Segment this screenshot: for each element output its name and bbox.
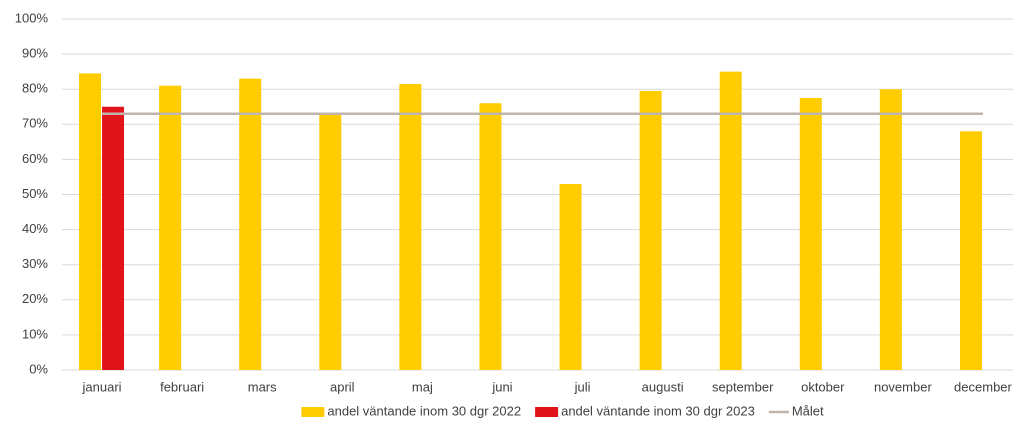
bar [159,85,182,370]
bar [559,183,582,370]
x-tick-label: juli [574,379,591,394]
x-tick-label: februari [160,379,204,394]
y-tick-label: 100% [15,10,49,25]
x-tick-label: september [712,379,774,394]
legend-label: andel väntande inom 30 dgr 2023 [561,403,755,418]
y-tick-label: 20% [22,291,48,306]
y-tick-label: 60% [22,151,48,166]
legend-swatch [301,407,325,417]
bar [79,73,102,370]
x-tick-label: oktober [801,379,845,394]
y-tick-label: 30% [22,256,48,271]
x-tick-label: december [954,379,1012,394]
x-tick-label: januari [82,379,122,394]
y-tick-label: 90% [22,46,48,61]
bar [879,89,902,370]
bar [959,131,982,370]
legend-label: Målet [792,403,824,418]
y-tick-label: 0% [29,361,48,376]
bar [319,113,342,371]
bar [479,103,502,371]
y-tick-label: 10% [22,326,48,341]
bar [639,90,662,370]
legend-swatch [535,407,559,417]
y-tick-label: 50% [22,186,48,201]
x-tick-label: april [330,379,355,394]
bar [239,78,262,371]
bar [719,71,742,371]
legend-label: andel väntande inom 30 dgr 2022 [327,403,521,418]
y-tick-label: 70% [22,116,48,131]
x-tick-label: juni [491,379,512,394]
x-tick-label: augusti [642,379,684,394]
x-tick-label: november [874,379,932,394]
x-tick-label: maj [412,379,433,394]
bar [799,97,822,370]
bar [399,83,422,370]
bar [102,106,125,370]
y-tick-label: 80% [22,81,48,96]
y-tick-label: 40% [22,221,48,236]
x-tick-label: mars [248,379,277,394]
